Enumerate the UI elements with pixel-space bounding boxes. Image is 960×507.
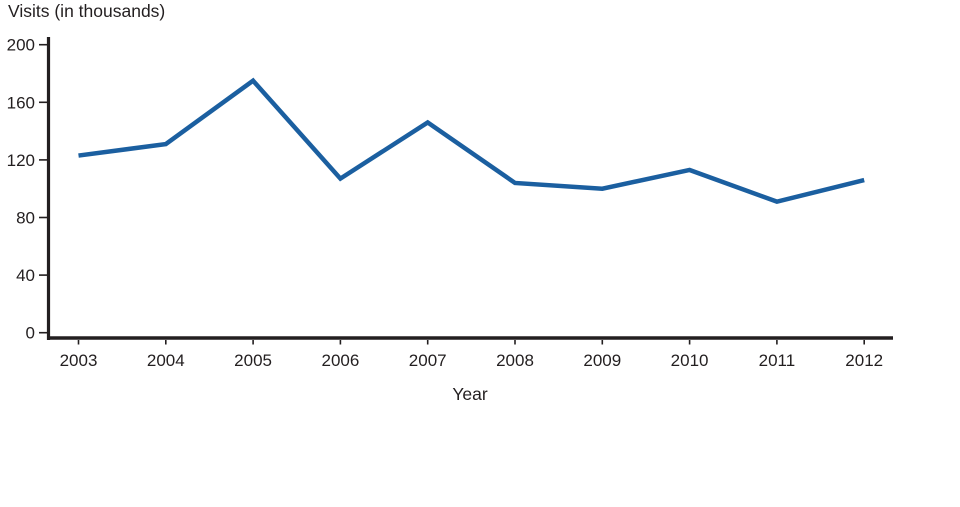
x-tick-label: 2008: [496, 351, 534, 370]
y-tick-label: 40: [16, 266, 35, 285]
x-tick-label: 2010: [671, 351, 709, 370]
y-tick-label: 120: [7, 151, 35, 170]
y-axis-title: Visits (in thousands): [8, 1, 165, 21]
y-tick-label: 0: [26, 324, 35, 343]
y-tick-label: 200: [7, 36, 35, 55]
y-tick-label: 80: [16, 209, 35, 228]
x-axis-title: Year: [452, 384, 488, 404]
x-tick-label: 2007: [409, 351, 447, 370]
x-tick-label: 2006: [321, 351, 359, 370]
x-tick-label: 2004: [147, 351, 185, 370]
x-tick-label: 2012: [845, 351, 883, 370]
x-tick-label: 2005: [234, 351, 272, 370]
data-line: [78, 77, 865, 205]
x-tick-label: 2009: [583, 351, 621, 370]
x-tick-label: 2003: [60, 351, 98, 370]
plot-area: 0 40 80 120 160 200 2003 2004 2005 2006 2007 2008 20…: [7, 36, 893, 370]
y-tick-label: 160: [7, 93, 35, 112]
x-tick-label: 2011: [759, 351, 796, 370]
